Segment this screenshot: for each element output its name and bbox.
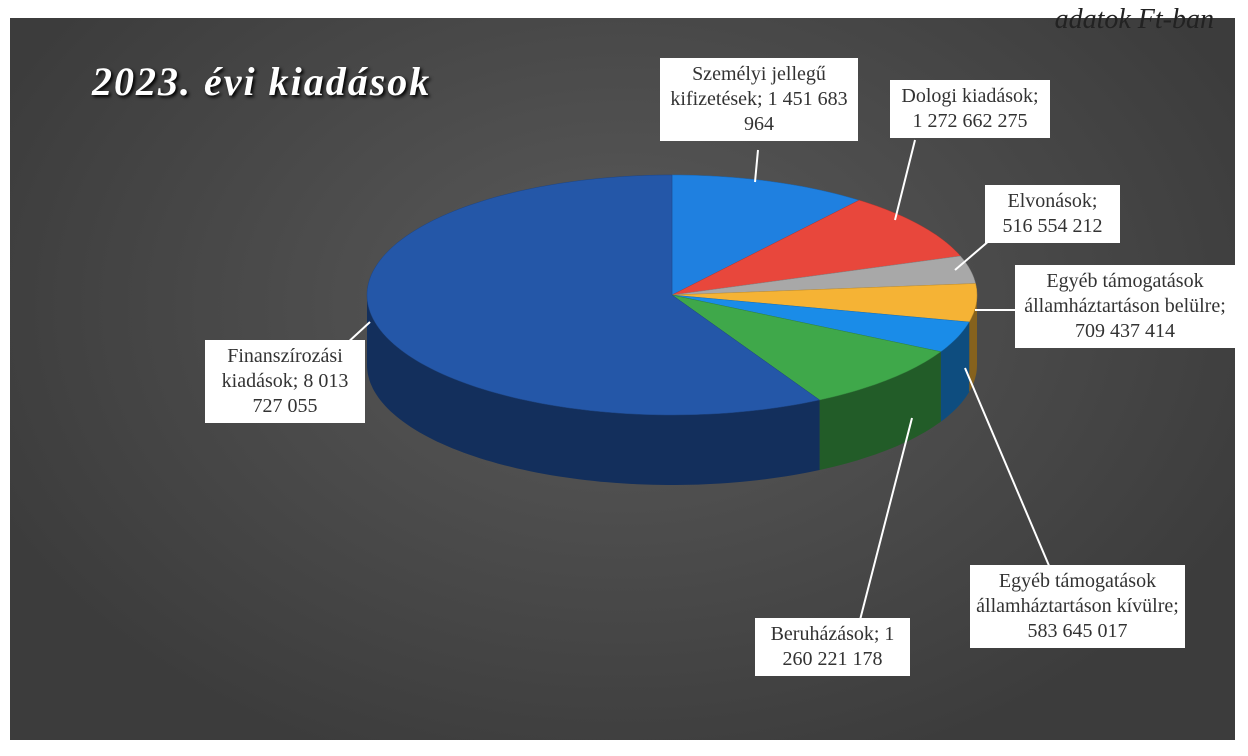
leader-line	[859, 417, 913, 621]
slice-side	[367, 295, 820, 485]
slice	[671, 294, 970, 352]
category-label: Beruházások;	[770, 623, 880, 645]
leader-line	[954, 239, 991, 271]
data-label: Dologi kiadások; 1 272 662 275	[890, 80, 1050, 138]
data-label: Beruházások; 1 260 221 178	[755, 618, 910, 676]
data-label: Személyi jellegű kifizetések; 1 451 683 …	[660, 58, 858, 141]
chart-title: 2023. évi kiadások	[92, 59, 432, 104]
data-label: Finanszírozási kiadások; 8 013 727 055	[205, 340, 365, 423]
slice	[671, 174, 860, 296]
value-label: 1 451 683 964	[744, 88, 848, 135]
value-label: 8 013 727 055	[252, 370, 349, 417]
value-label: 1 260 221 178	[782, 623, 895, 670]
value-label: 516 554 212	[1002, 215, 1103, 237]
value-label: 583 645 017	[1027, 620, 1128, 642]
data-label: Elvonások; 516 554 212	[985, 185, 1120, 243]
leader-line	[894, 139, 916, 221]
value-label: 1 272 662 275	[912, 110, 1028, 132]
unit-note: adatok Ft-ban	[1054, 4, 1214, 35]
slice-side	[969, 295, 977, 392]
category-label: Egyéb támogatások államháztartáson kívül…	[976, 570, 1179, 617]
leader-line	[964, 367, 1051, 569]
data-label: Egyéb támogatások államháztartáson kívül…	[970, 565, 1185, 648]
leader-line	[754, 149, 759, 183]
slice-side	[819, 351, 941, 470]
slice	[671, 255, 976, 296]
slice	[671, 199, 961, 296]
slice	[671, 283, 978, 323]
slice-side	[940, 322, 970, 422]
category-label: Finanszírozási kiadások;	[221, 345, 343, 392]
value-label: 709 437 414	[1075, 320, 1175, 342]
slice	[366, 174, 821, 416]
data-label: Egyéb támogatások államháztartáson belül…	[1015, 265, 1235, 348]
category-label: Egyéb támogatások államháztartáson belül…	[1024, 270, 1226, 317]
slice	[671, 294, 942, 401]
category-label: Dologi kiadások;	[901, 85, 1039, 107]
category-label: Elvonások;	[1007, 190, 1098, 212]
category-label: Személyi jellegű kifizetések;	[670, 63, 826, 110]
